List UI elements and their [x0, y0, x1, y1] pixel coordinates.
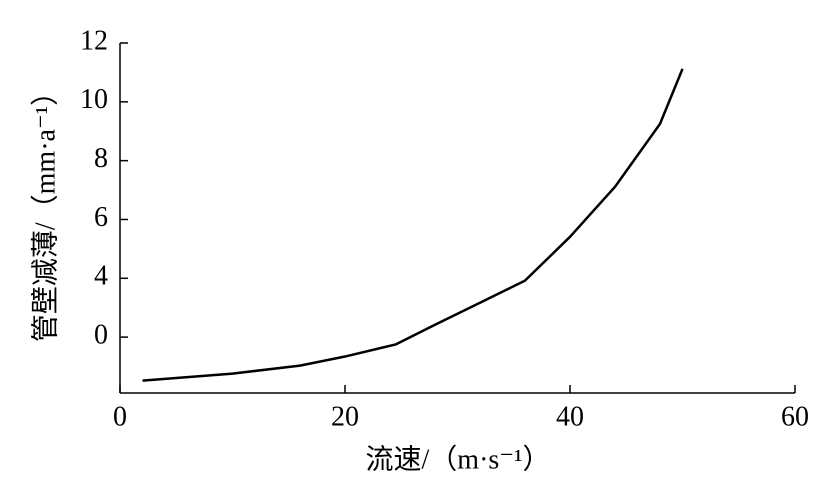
- y-tick-label: 8: [94, 143, 108, 174]
- x-axis-label: 流速/（m·s⁻¹）: [366, 443, 551, 475]
- y-tick-label: 6: [94, 202, 108, 233]
- y-tick-label: 10: [80, 84, 108, 115]
- y-tick-label: 4: [94, 261, 108, 292]
- x-tick-label: 60: [781, 401, 809, 432]
- y-axis-label: 管壁减薄/（mm·a⁻¹）: [29, 78, 61, 342]
- y-tick-label: 12: [80, 25, 108, 56]
- y-tick-label: 0: [94, 320, 108, 351]
- x-tick-label: 0: [113, 401, 127, 432]
- data-line: [142, 68, 684, 382]
- x-tick-label: 20: [331, 401, 359, 432]
- x-tick-label: 40: [556, 401, 584, 432]
